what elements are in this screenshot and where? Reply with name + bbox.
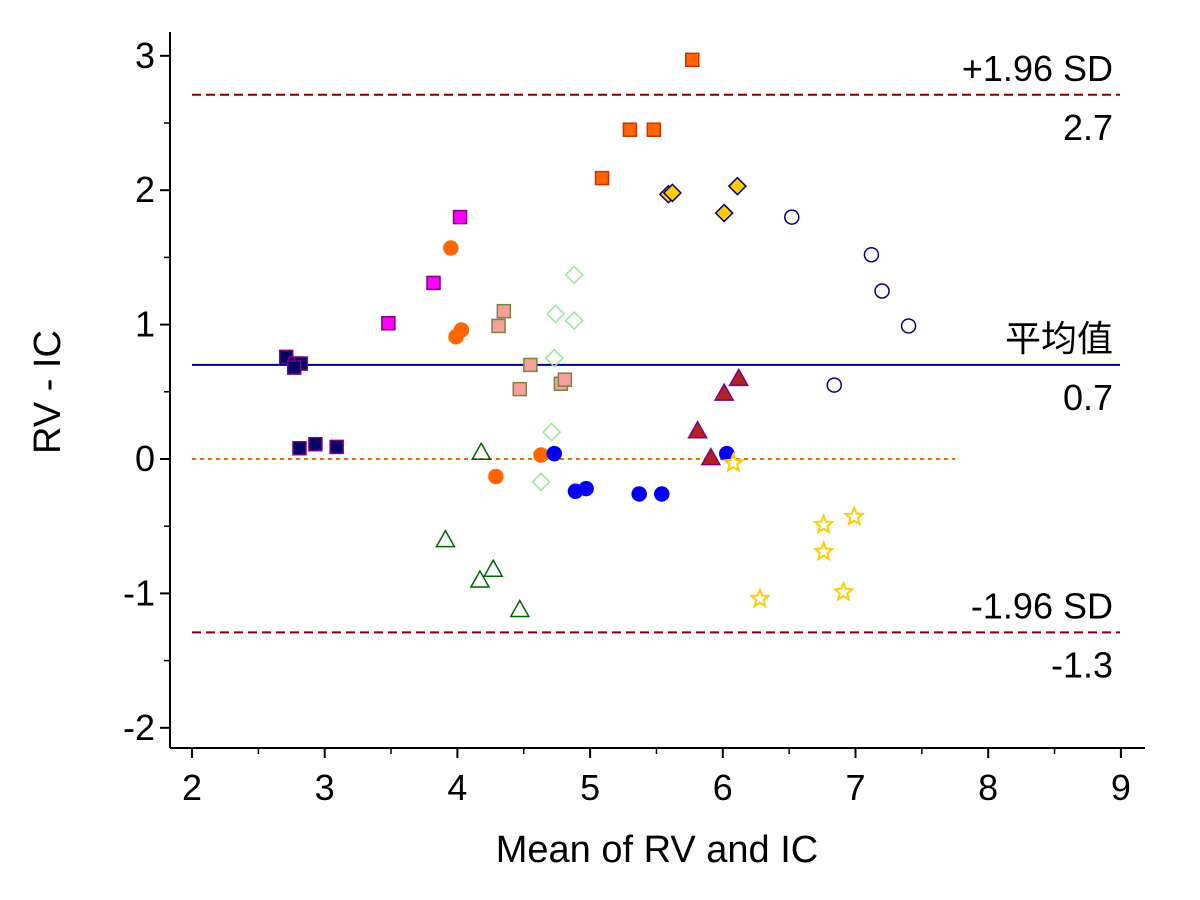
data-point-square [496, 303, 512, 319]
data-point-diamond [714, 203, 734, 223]
data-point-square [622, 122, 638, 137]
y-tick-label: 1 [135, 304, 155, 345]
data-point-square [308, 436, 323, 452]
data-point-square [381, 316, 396, 331]
x-tick-label: 7 [845, 767, 865, 808]
ref-value-mean: 0.7 [1063, 377, 1113, 418]
data-point-circle [443, 240, 459, 256]
axes: 2 3 4 5 6 7 8 9 -2 -1 0 1 2 3 [123, 32, 1145, 808]
data-point-square [491, 318, 506, 334]
ref-value-lower: -1.3 [1051, 644, 1113, 685]
x-tick-label: 5 [580, 767, 600, 808]
data-point-star [722, 451, 745, 473]
ref-value-upper: 2.7 [1063, 107, 1113, 148]
x-tick-label: 2 [182, 767, 202, 808]
data-point-square [594, 170, 610, 186]
data-point-triangle [509, 598, 531, 618]
data-point-diamond [727, 176, 747, 196]
data-point-circle [826, 377, 843, 393]
data-point-star [812, 540, 835, 562]
data-point-triangle [435, 529, 456, 548]
data-point-triangle [728, 367, 750, 387]
data-point-star [812, 513, 835, 535]
data-point-diamond [662, 183, 682, 203]
y-tick-label: 2 [135, 169, 155, 210]
x-tick-label: 3 [315, 767, 335, 808]
x-axis-label: Mean of RV and IC [496, 829, 818, 871]
data-point-square [329, 439, 344, 455]
data-point-circle [578, 480, 594, 497]
data-point-diamond [546, 304, 566, 324]
data-point-square [292, 440, 307, 456]
data-point-square [557, 372, 573, 387]
y-axis-label: RV - IC [27, 330, 69, 454]
data-point-square [523, 357, 538, 373]
x-tick-label: 4 [447, 767, 467, 808]
data-point-circle [874, 283, 890, 299]
ref-label-mean: 平均值 [1005, 318, 1113, 359]
data-point-circle [631, 486, 647, 502]
y-tick-label: -2 [123, 707, 155, 748]
data-point-circle [863, 246, 880, 263]
data-point-triangle [713, 382, 735, 401]
data-point-diamond [531, 472, 551, 492]
data-point-circle [488, 468, 504, 485]
y-tick-label: 0 [135, 438, 155, 479]
data-point-diamond [542, 422, 562, 442]
y-tick-label: -1 [123, 572, 155, 613]
data-point-diamond [544, 348, 564, 368]
y-tick-label: 3 [135, 35, 155, 76]
data-point-square [452, 209, 468, 225]
data-point-circle [900, 318, 917, 334]
data-point-square [286, 360, 302, 375]
x-tick-label: 9 [1111, 767, 1131, 808]
data-point-triangle [469, 569, 491, 588]
data-point-diamond [564, 311, 584, 331]
data-point-triangle [482, 558, 504, 577]
data-point-square [685, 52, 700, 68]
data-point-triangle [471, 441, 492, 461]
x-tick-label: 6 [713, 767, 733, 808]
data-points [278, 52, 917, 618]
data-point-star [748, 587, 771, 609]
x-tick-label: 8 [978, 767, 998, 808]
data-point-circle [546, 445, 563, 462]
ref-label-lower: -1.96 SD [971, 585, 1113, 626]
data-point-circle [448, 328, 464, 345]
data-point-triangle [687, 420, 708, 439]
data-point-star [843, 505, 866, 527]
ref-label-upper: +1.96 SD [962, 48, 1113, 89]
data-point-square [426, 275, 441, 291]
data-point-square [512, 381, 528, 397]
data-point-triangle [700, 447, 722, 466]
data-point-diamond [564, 265, 584, 285]
data-point-circle [784, 209, 800, 225]
reference-lines: +1.96 SD 2.7 平均值 0.7 -1.96 SD -1.3 [192, 48, 1120, 685]
data-point-circle [533, 447, 549, 463]
data-point-circle [654, 486, 670, 502]
data-point-square [646, 122, 662, 137]
data-point-star [832, 580, 855, 602]
